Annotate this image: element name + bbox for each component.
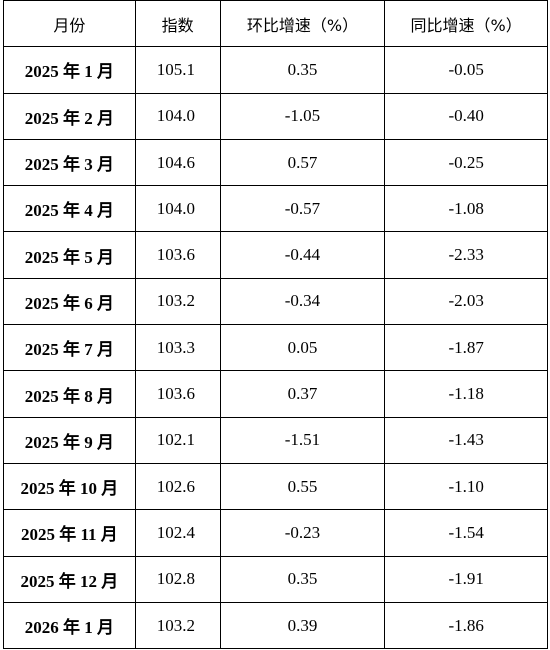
table-cell: 103.2 [134, 601, 221, 650]
table-cell: 2025 年 8 月 [3, 370, 136, 418]
table-cell: -1.08 [384, 185, 548, 233]
table-cell: 102.6 [134, 462, 221, 511]
table-cell: -0.25 [384, 138, 548, 187]
table-cell: -1.86 [384, 601, 548, 650]
table-cell: 2025 年 11 月 [3, 509, 136, 557]
table-cell: 103.3 [134, 324, 221, 372]
header-cell: 月份 [3, 0, 136, 48]
table-row: 2025 年 1 月 105.1 0.35 -0.05 [3, 46, 548, 94]
table-cell: -1.10 [384, 462, 548, 511]
header-cell: 同比增速（%） [384, 0, 548, 48]
table-cell: 103.6 [134, 370, 221, 418]
table-cell: -1.51 [219, 416, 386, 464]
table-cell: -1.05 [219, 92, 386, 140]
table-row: 2026 年 1 月 103.2 0.39 -1.86 [3, 601, 548, 650]
table-cell: 0.55 [219, 462, 386, 511]
table-cell: -2.33 [384, 231, 548, 279]
header-row: 月份 指数 环比增速（%） 同比增速（%） [3, 0, 548, 48]
table-cell: 103.6 [134, 231, 221, 279]
table-cell: 2025 年 12 月 [3, 555, 136, 603]
table-cell: 2025 年 7 月 [3, 324, 136, 372]
table-cell: 2025 年 1 月 [3, 46, 136, 94]
table-cell: 104.0 [134, 185, 221, 233]
table-cell: -0.23 [219, 509, 386, 557]
table-cell: 2025 年 4 月 [3, 185, 136, 233]
header-cell: 指数 [134, 0, 221, 48]
table-row: 2025 年 3 月 104.6 0.57 -0.25 [3, 138, 548, 187]
table-cell: 104.0 [134, 92, 221, 140]
table-cell: 102.4 [134, 509, 221, 557]
table-cell: 102.8 [134, 555, 221, 603]
table-cell: 105.1 [134, 46, 221, 94]
table-cell: 104.6 [134, 138, 221, 187]
table-cell: -0.57 [219, 185, 386, 233]
table-cell: 0.39 [219, 601, 386, 650]
table-cell: 102.1 [134, 416, 221, 464]
table-row: 2025 年 2 月 104.0 -1.05 -0.40 [3, 92, 548, 140]
table-cell: 2026 年 1 月 [3, 601, 136, 650]
table-row: 2025 年 12 月 102.8 0.35 -1.91 [3, 555, 548, 603]
table-cell: -1.54 [384, 509, 548, 557]
table-row: 2025 年 6 月 103.2 -0.34 -2.03 [3, 277, 548, 326]
table-cell: -0.44 [219, 231, 386, 279]
table-cell: 0.57 [219, 138, 386, 187]
table-cell: 0.05 [219, 324, 386, 372]
header-cell: 环比增速（%） [219, 0, 386, 48]
table-cell: 2025 年 6 月 [3, 277, 136, 326]
table-row: 2025 年 10 月 102.6 0.55 -1.10 [3, 462, 548, 511]
table-row: 2025 年 9 月 102.1 -1.51 -1.43 [3, 416, 548, 464]
table-row: 2025 年 4 月 104.0 -0.57 -1.08 [3, 185, 548, 233]
table-cell: 2025 年 3 月 [3, 138, 136, 187]
table-cell: 2025 年 2 月 [3, 92, 136, 140]
table-cell: -1.18 [384, 370, 548, 418]
table-cell: -1.87 [384, 324, 548, 372]
table-cell: 103.2 [134, 277, 221, 326]
table-row: 2025 年 11 月 102.4 -0.23 -1.54 [3, 509, 548, 557]
table-cell: 0.35 [219, 46, 386, 94]
table-cell: 0.35 [219, 555, 386, 603]
table-cell: -0.40 [384, 92, 548, 140]
table-cell: 2025 年 5 月 [3, 231, 136, 279]
data-table: 月份 指数 环比增速（%） 同比增速（%） 2025 年 1 月 105.1 0.35 -0… [3, 0, 548, 650]
table-cell: -1.91 [384, 555, 548, 603]
table-cell: -1.43 [384, 416, 548, 464]
table-cell: 2025 年 10 月 [3, 462, 136, 511]
table-cell: 0.37 [219, 370, 386, 418]
table-row: 2025 年 7 月 103.3 0.05 -1.87 [3, 324, 548, 372]
table-cell: -2.03 [384, 277, 548, 326]
table-cell: 2025 年 9 月 [3, 416, 136, 464]
table-row: 2025 年 5 月 103.6 -0.44 -2.33 [3, 231, 548, 279]
table-row: 2025 年 8 月 103.6 0.37 -1.18 [3, 370, 548, 418]
table-cell: -0.34 [219, 277, 386, 326]
table-body: 2025 年 1 月 105.1 0.35 -0.05 2025 年 2 月 104.0-… [3, 46, 548, 650]
table-cell: -0.05 [384, 46, 548, 94]
